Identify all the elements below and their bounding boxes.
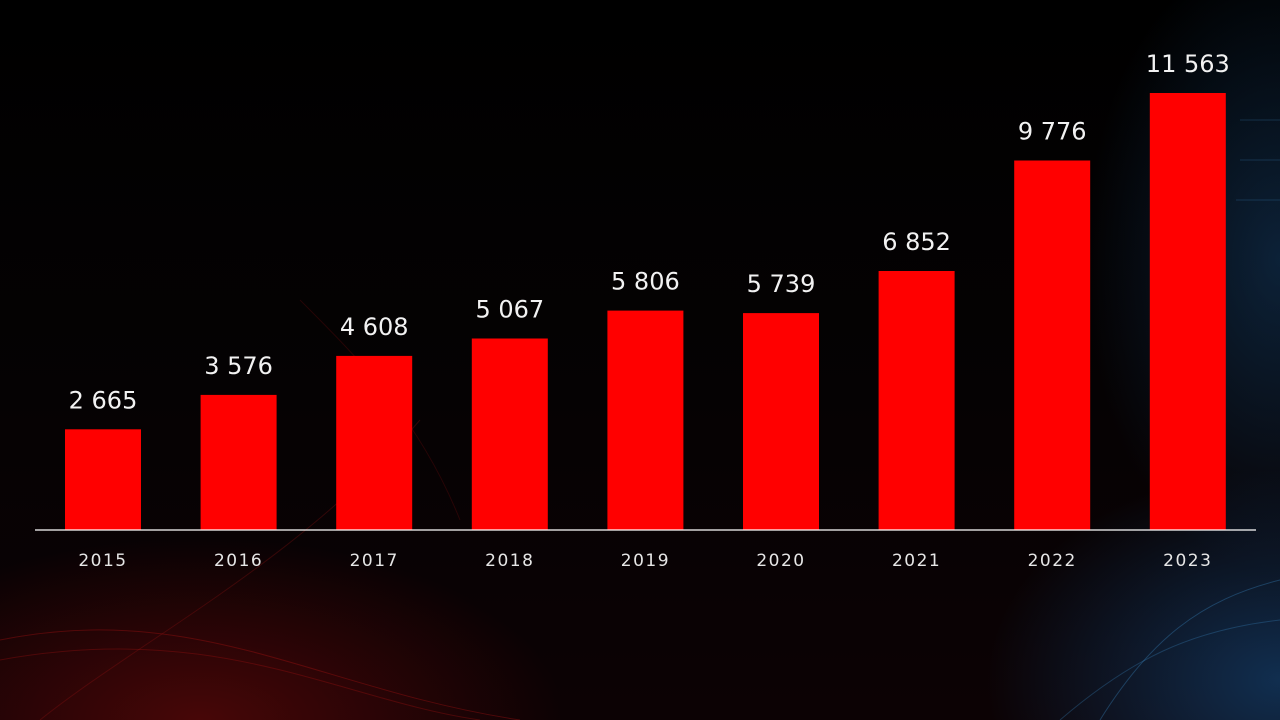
- x-tick-label-2019: 2019: [621, 551, 670, 571]
- x-tick-label-2016: 2016: [214, 551, 263, 571]
- bar-2023: [1149, 93, 1226, 530]
- bar-2022: [1014, 160, 1091, 530]
- value-label-2021: 6 852: [882, 228, 951, 256]
- x-tick-label-2020: 2020: [756, 551, 805, 571]
- x-tick-label-2018: 2018: [485, 551, 534, 571]
- bars-group: 2 665 3 576 4 608 5 067 5 806 5 739 6 852 9 776…: [65, 50, 1230, 530]
- bar-2020: [743, 313, 819, 530]
- value-label-2023: 11 563: [1146, 50, 1230, 78]
- bar-2016: [200, 394, 277, 530]
- value-label-2022: 9 776: [1018, 118, 1087, 146]
- value-label-2020: 5 739: [747, 270, 816, 298]
- value-label-2019: 5 806: [611, 268, 680, 296]
- x-tick-label-2023: 2023: [1163, 551, 1212, 571]
- x-tick-label-2015: 2015: [78, 551, 127, 571]
- x-tick-label-2017: 2017: [350, 551, 399, 571]
- x-tick-label-2021: 2021: [892, 551, 941, 571]
- bar-2017: [336, 355, 413, 530]
- background-decoration: [0, 119, 1280, 720]
- value-label-2015: 2 665: [69, 386, 138, 414]
- bar-2018: [471, 338, 548, 530]
- x-tick-label-2022: 2022: [1028, 551, 1077, 571]
- bar-2021: [878, 271, 955, 530]
- value-label-2018: 5 067: [475, 296, 544, 324]
- value-label-2017: 4 608: [340, 313, 409, 341]
- bar-2019: [607, 310, 684, 530]
- bar-2015: [65, 429, 141, 530]
- x-tick-labels: 2015 2016 2017 2018 2019 2020 2021 2022 2023: [78, 551, 1212, 571]
- value-label-2016: 3 576: [204, 352, 273, 380]
